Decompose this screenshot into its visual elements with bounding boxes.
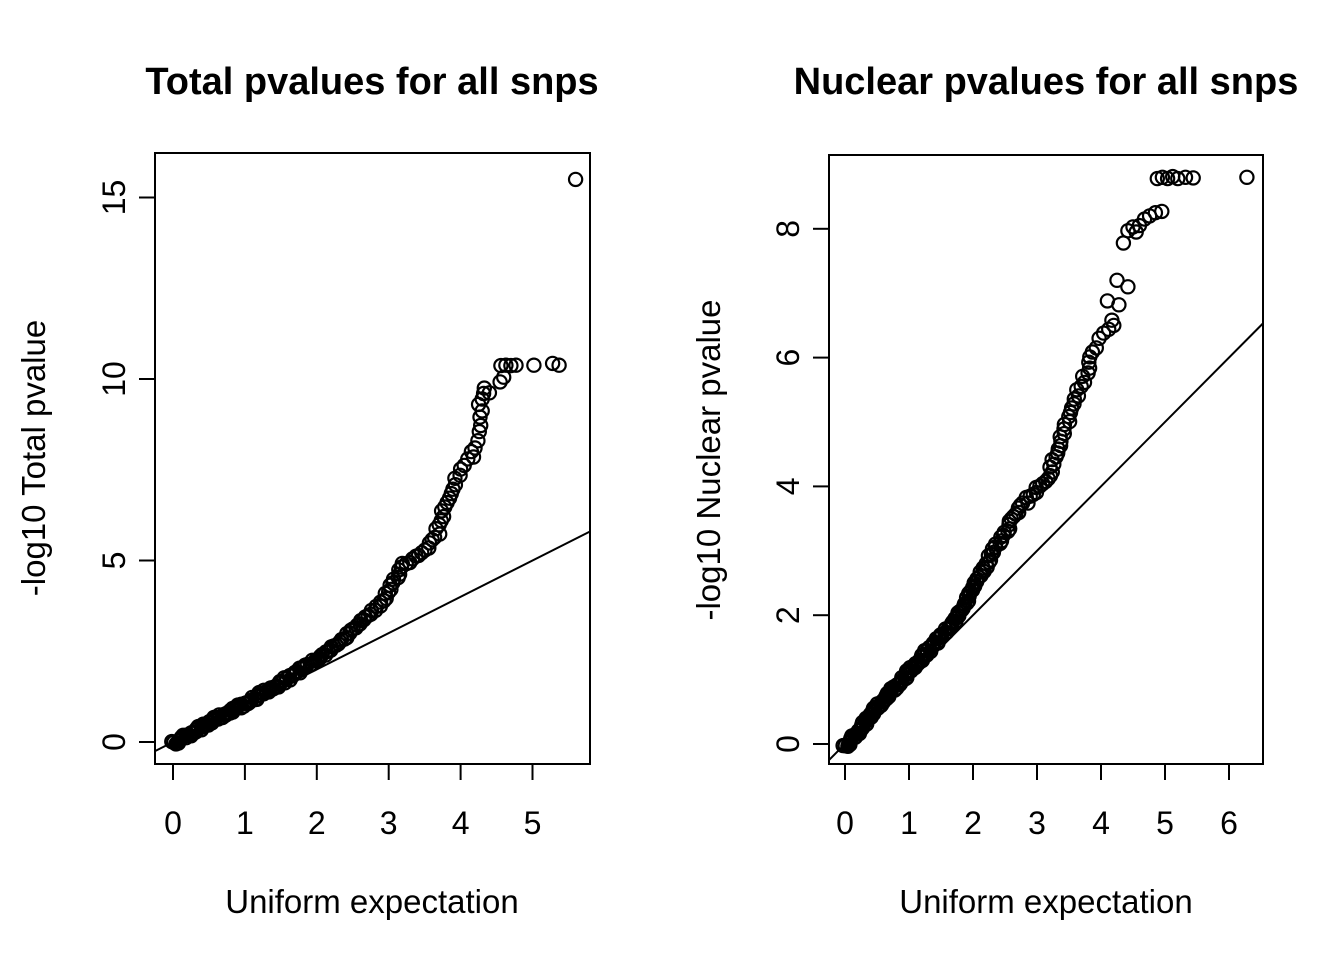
x-axis-label: Uniform expectation <box>225 883 518 920</box>
dense-band-point <box>1076 374 1093 391</box>
data-point <box>1154 203 1170 220</box>
plot-area: 0 1 2 3 4 5 6 0 2 4 6 8 <box>770 154 1264 841</box>
dense-band-point <box>452 467 468 483</box>
data-point <box>1104 312 1120 328</box>
dense-band-point <box>452 461 469 477</box>
x-tick-label: 2 <box>308 805 326 841</box>
y-tick-label: 10 <box>96 361 132 397</box>
data-point <box>481 385 498 401</box>
x-tick-label: 5 <box>524 805 542 841</box>
data-point <box>493 357 509 374</box>
y-axis-label: -log10 Nuclear pvalue <box>690 299 727 620</box>
data-point <box>470 433 486 449</box>
dense-band-point <box>1070 388 1087 404</box>
dense-band-point <box>363 602 380 619</box>
dense-band-point <box>1073 378 1089 395</box>
y-tick-label: 8 <box>770 220 806 238</box>
data-point <box>1109 272 1125 288</box>
x-tick-label: 1 <box>236 805 254 841</box>
x-tick-label: 6 <box>1220 805 1238 841</box>
panel-title: Nuclear pvalues for all snps <box>794 61 1299 103</box>
dense-band-point <box>447 477 464 493</box>
x-tick-label: 0 <box>164 805 182 841</box>
data-point <box>463 443 480 460</box>
data-point <box>1120 279 1136 295</box>
data-point <box>1239 169 1255 185</box>
data-point <box>467 440 483 456</box>
panel-title: Total pvalues for all snps <box>145 61 598 103</box>
dense-band-point <box>1084 344 1101 360</box>
data-point <box>473 417 489 434</box>
qq-panel-nuclear: Nuclear pvalues for all snps Uniform exp… <box>690 61 1298 920</box>
x-tick-label: 5 <box>1156 805 1174 841</box>
dense-band-point <box>1066 391 1083 407</box>
x-tick-label: 3 <box>1028 805 1046 841</box>
data-point <box>567 171 584 188</box>
x-tick-label: 2 <box>964 805 982 841</box>
x-tick-label: 3 <box>380 805 398 841</box>
y-tick-label: 0 <box>770 735 806 753</box>
data-point <box>551 357 567 373</box>
y-tick-label: 5 <box>96 552 132 570</box>
dense-band-point <box>380 584 397 600</box>
data-point <box>1185 170 1201 186</box>
x-tick-label: 4 <box>1092 805 1110 841</box>
data-point <box>471 423 487 440</box>
dense-band-point <box>428 521 444 537</box>
data-point <box>1170 170 1186 187</box>
qq-panel-total: Total pvalues for all snps Uniform expec… <box>15 61 599 920</box>
x-tick-label: 1 <box>900 805 918 841</box>
plot-area: 0 1 2 3 4 5 0 5 10 15 <box>96 152 591 841</box>
x-tick-label: 4 <box>452 805 470 841</box>
dense-band-point <box>1081 354 1097 370</box>
x-axis-label: Uniform expectation <box>899 883 1192 920</box>
plot-box <box>154 152 591 765</box>
data-point <box>475 385 492 402</box>
y-tick-label: 4 <box>770 478 806 496</box>
data-point <box>503 357 519 374</box>
data-point <box>1147 204 1164 221</box>
y-tick-label: 6 <box>770 349 806 367</box>
data-point <box>544 355 561 372</box>
data-point <box>498 357 514 373</box>
dense-band-point <box>1081 360 1098 376</box>
y-axis-label: -log10 Total pvalue <box>15 320 52 596</box>
dense-band-point <box>1066 396 1082 412</box>
data-point <box>526 357 542 373</box>
data-point <box>1177 169 1194 185</box>
y-tick-label: 0 <box>96 733 132 751</box>
data-point <box>476 380 492 396</box>
data-point <box>1111 297 1127 313</box>
plot-box <box>828 154 1264 765</box>
data-point <box>508 357 524 373</box>
x-tick-label: 0 <box>836 805 854 841</box>
y-tick-label: 2 <box>770 606 806 624</box>
dense-band-point <box>376 593 392 609</box>
dense-band-point <box>1088 340 1105 356</box>
y-tick-label: 15 <box>96 180 132 216</box>
